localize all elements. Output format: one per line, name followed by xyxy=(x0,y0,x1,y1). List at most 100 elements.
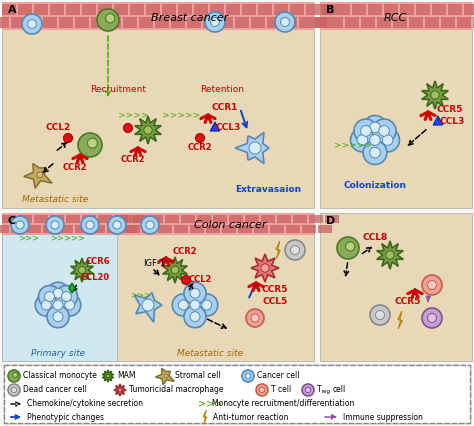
Circle shape xyxy=(379,126,390,136)
Circle shape xyxy=(97,9,119,31)
Bar xyxy=(302,225,316,233)
Bar xyxy=(139,17,153,28)
Bar xyxy=(27,17,41,28)
Circle shape xyxy=(370,147,380,158)
Text: CCL2: CCL2 xyxy=(46,124,71,132)
Text: IGF-1: IGF-1 xyxy=(143,259,165,268)
Bar xyxy=(2,213,117,361)
Text: CCR6: CCR6 xyxy=(86,257,110,267)
Circle shape xyxy=(47,282,69,304)
Circle shape xyxy=(11,216,29,234)
Polygon shape xyxy=(203,410,207,424)
Text: CCL3: CCL3 xyxy=(215,124,241,132)
Text: CCL5: CCL5 xyxy=(263,297,288,306)
Circle shape xyxy=(59,294,81,316)
Bar xyxy=(43,17,57,28)
Circle shape xyxy=(370,122,380,133)
Bar xyxy=(133,215,147,223)
Bar xyxy=(283,17,297,28)
Text: T: T xyxy=(317,386,322,394)
Circle shape xyxy=(47,294,69,316)
Bar xyxy=(222,225,236,233)
Text: Cancer cell: Cancer cell xyxy=(257,371,300,380)
Circle shape xyxy=(205,12,225,32)
Polygon shape xyxy=(24,164,52,188)
Bar xyxy=(361,17,375,28)
Bar xyxy=(114,215,128,223)
Circle shape xyxy=(146,221,154,229)
Text: Anti-tumor reaction: Anti-tumor reaction xyxy=(213,412,288,421)
Bar xyxy=(2,215,16,223)
Circle shape xyxy=(337,237,359,259)
Bar xyxy=(384,4,398,14)
Bar xyxy=(2,2,314,208)
Bar xyxy=(245,215,259,223)
Polygon shape xyxy=(235,132,269,164)
Bar xyxy=(352,4,366,14)
Bar xyxy=(267,17,281,28)
Text: Monocyte recruitment/differentiation: Monocyte recruitment/differentiation xyxy=(212,400,355,409)
Text: >>>: >>> xyxy=(18,233,39,242)
Bar xyxy=(75,17,89,28)
Polygon shape xyxy=(69,283,75,293)
Text: CCL3: CCL3 xyxy=(439,118,465,127)
Bar xyxy=(82,215,96,223)
Circle shape xyxy=(171,266,179,274)
Bar xyxy=(158,225,172,233)
Bar xyxy=(181,215,195,223)
Bar xyxy=(162,4,176,14)
Circle shape xyxy=(142,299,154,311)
Circle shape xyxy=(16,221,24,229)
Bar xyxy=(293,215,307,223)
Bar xyxy=(242,4,256,14)
Circle shape xyxy=(291,245,300,254)
Bar xyxy=(0,17,9,28)
Text: C: C xyxy=(8,216,16,226)
Bar xyxy=(66,4,80,14)
Bar xyxy=(18,4,32,14)
Circle shape xyxy=(281,17,290,26)
Bar xyxy=(50,4,64,14)
Circle shape xyxy=(261,264,269,272)
Bar xyxy=(229,215,243,223)
Circle shape xyxy=(382,135,393,145)
Polygon shape xyxy=(134,293,162,322)
Bar xyxy=(320,2,472,30)
Text: Metastatic site: Metastatic site xyxy=(22,196,88,204)
Circle shape xyxy=(422,308,442,328)
Bar xyxy=(213,215,227,223)
Circle shape xyxy=(190,300,200,310)
Bar xyxy=(11,17,25,28)
Text: reg: reg xyxy=(322,389,331,394)
Bar xyxy=(329,17,343,28)
Bar xyxy=(2,213,117,235)
Polygon shape xyxy=(398,311,402,329)
Polygon shape xyxy=(433,116,443,125)
Bar xyxy=(142,225,156,233)
Text: Primary site: Primary site xyxy=(31,349,85,359)
Circle shape xyxy=(144,126,152,134)
Circle shape xyxy=(195,133,204,143)
Circle shape xyxy=(370,305,390,325)
Text: CCR2: CCR2 xyxy=(63,164,87,173)
Bar xyxy=(274,4,288,14)
Bar xyxy=(457,17,471,28)
Text: Dead cancer cell: Dead cancer cell xyxy=(23,386,87,394)
Bar xyxy=(59,225,73,233)
Circle shape xyxy=(113,221,121,229)
Text: Recruitment: Recruitment xyxy=(90,86,146,95)
Polygon shape xyxy=(155,368,174,385)
Bar xyxy=(11,225,25,233)
Bar xyxy=(91,225,105,233)
Bar xyxy=(187,17,201,28)
Circle shape xyxy=(78,133,102,157)
Circle shape xyxy=(141,216,159,234)
Circle shape xyxy=(172,294,194,316)
Text: >>>: >>> xyxy=(130,291,151,299)
Bar xyxy=(0,225,9,233)
Text: Stromal cell: Stromal cell xyxy=(175,371,220,380)
Circle shape xyxy=(428,280,437,290)
Text: D: D xyxy=(326,216,335,226)
Bar xyxy=(299,17,313,28)
Text: Colonization: Colonization xyxy=(344,181,407,190)
